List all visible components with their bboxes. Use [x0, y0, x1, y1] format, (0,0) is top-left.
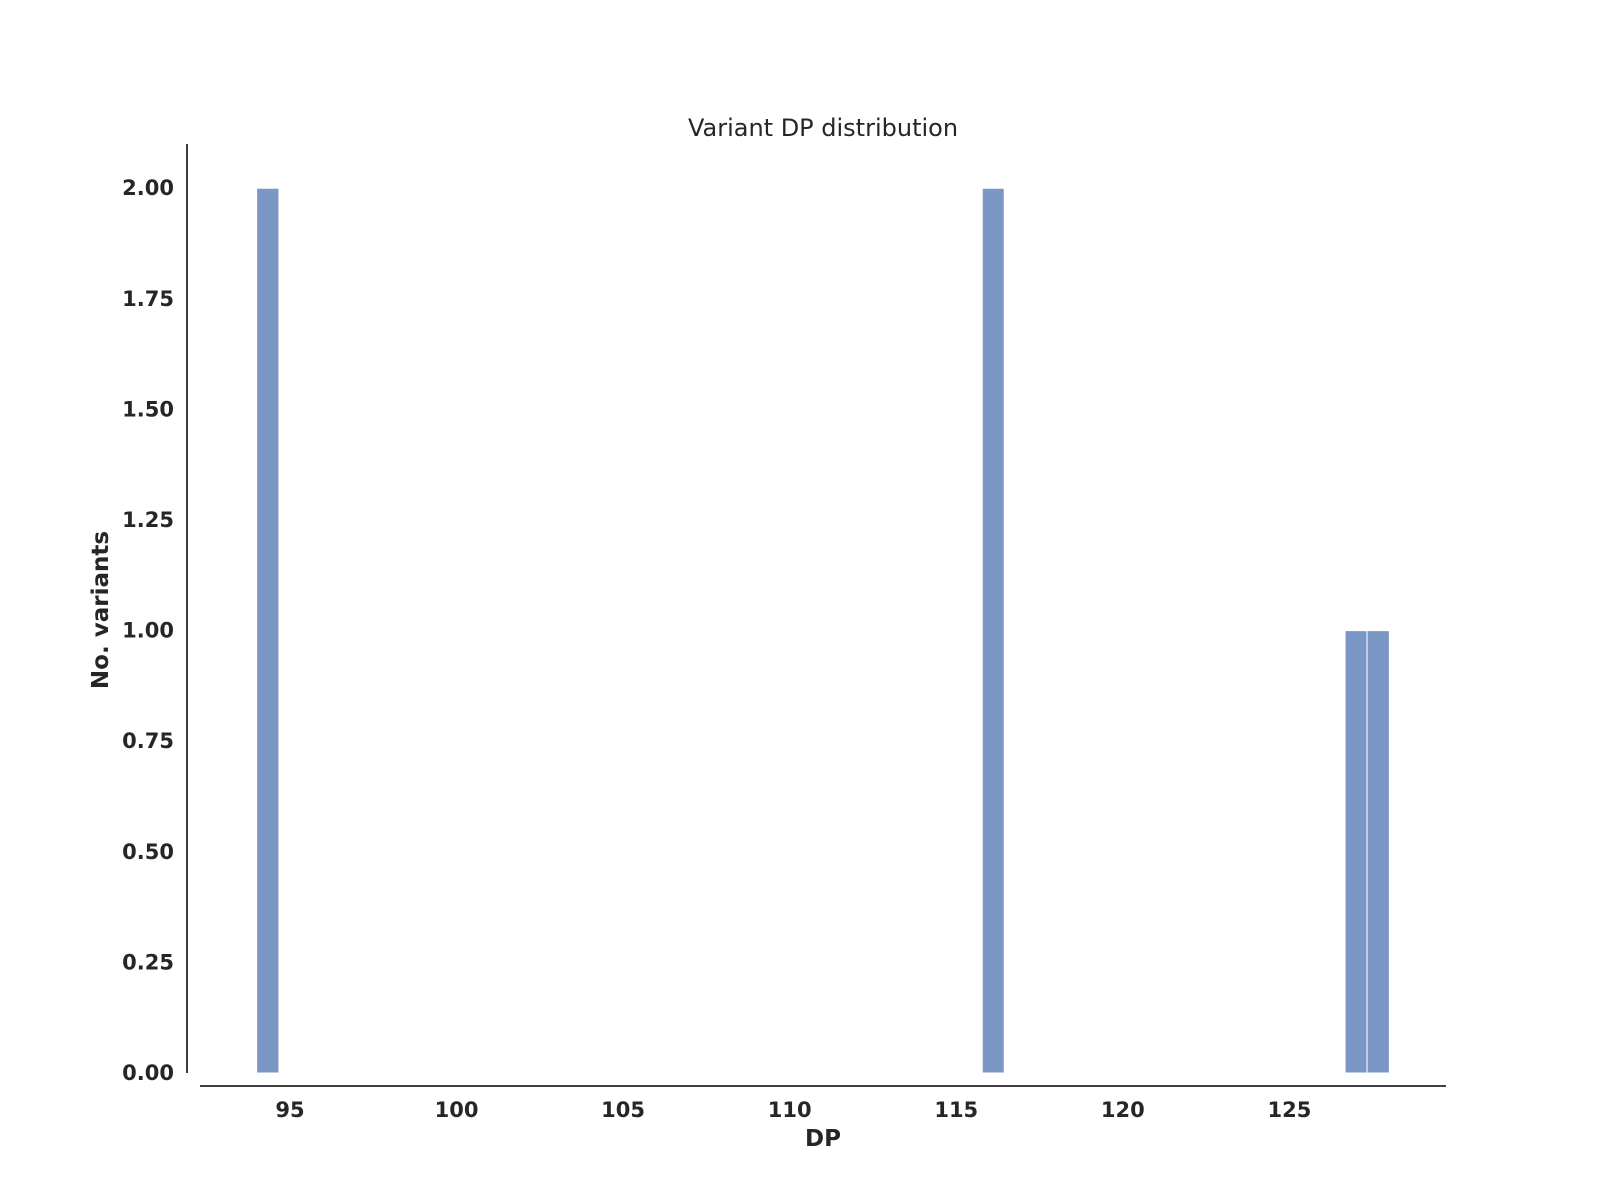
y-tick-label: 1.25 [122, 508, 174, 532]
x-tick-labels: 95 100 105 110 115 120 125 [275, 1098, 1311, 1122]
y-tick-label: 0.00 [122, 1061, 174, 1085]
histogram-bar-1 [256, 187, 280, 1074]
y-tick-label: 1.75 [122, 287, 174, 311]
x-axis-label: DP [805, 1126, 841, 1152]
y-tick-label: 1.50 [122, 397, 174, 421]
chart-title: Variant DP distribution [688, 114, 958, 142]
x-tick-label: 95 [275, 1098, 304, 1122]
x-tick-label: 110 [768, 1098, 812, 1122]
x-tick-label: 125 [1267, 1098, 1311, 1122]
x-tick-label: 105 [601, 1098, 645, 1122]
y-tick-labels: 0.00 0.25 0.50 0.75 1.00 1.25 1.50 1.75 2.00 [122, 176, 174, 1085]
x-tick-label: 115 [934, 1098, 978, 1122]
histogram-bar-3 [1344, 630, 1368, 1074]
histogram-bar-4 [1366, 630, 1390, 1074]
y-tick-label: 0.50 [122, 840, 174, 864]
x-tick-label: 120 [1101, 1098, 1145, 1122]
y-tick-label: 0.75 [122, 729, 174, 753]
bars-group [256, 187, 1390, 1074]
histogram-bar-2 [981, 187, 1005, 1074]
y-tick-label: 1.00 [122, 619, 174, 643]
x-tick-label: 100 [435, 1098, 479, 1122]
y-axis-label: No. variants [88, 531, 114, 689]
y-tick-label: 0.25 [122, 950, 174, 974]
y-tick-label: 2.00 [122, 176, 174, 200]
